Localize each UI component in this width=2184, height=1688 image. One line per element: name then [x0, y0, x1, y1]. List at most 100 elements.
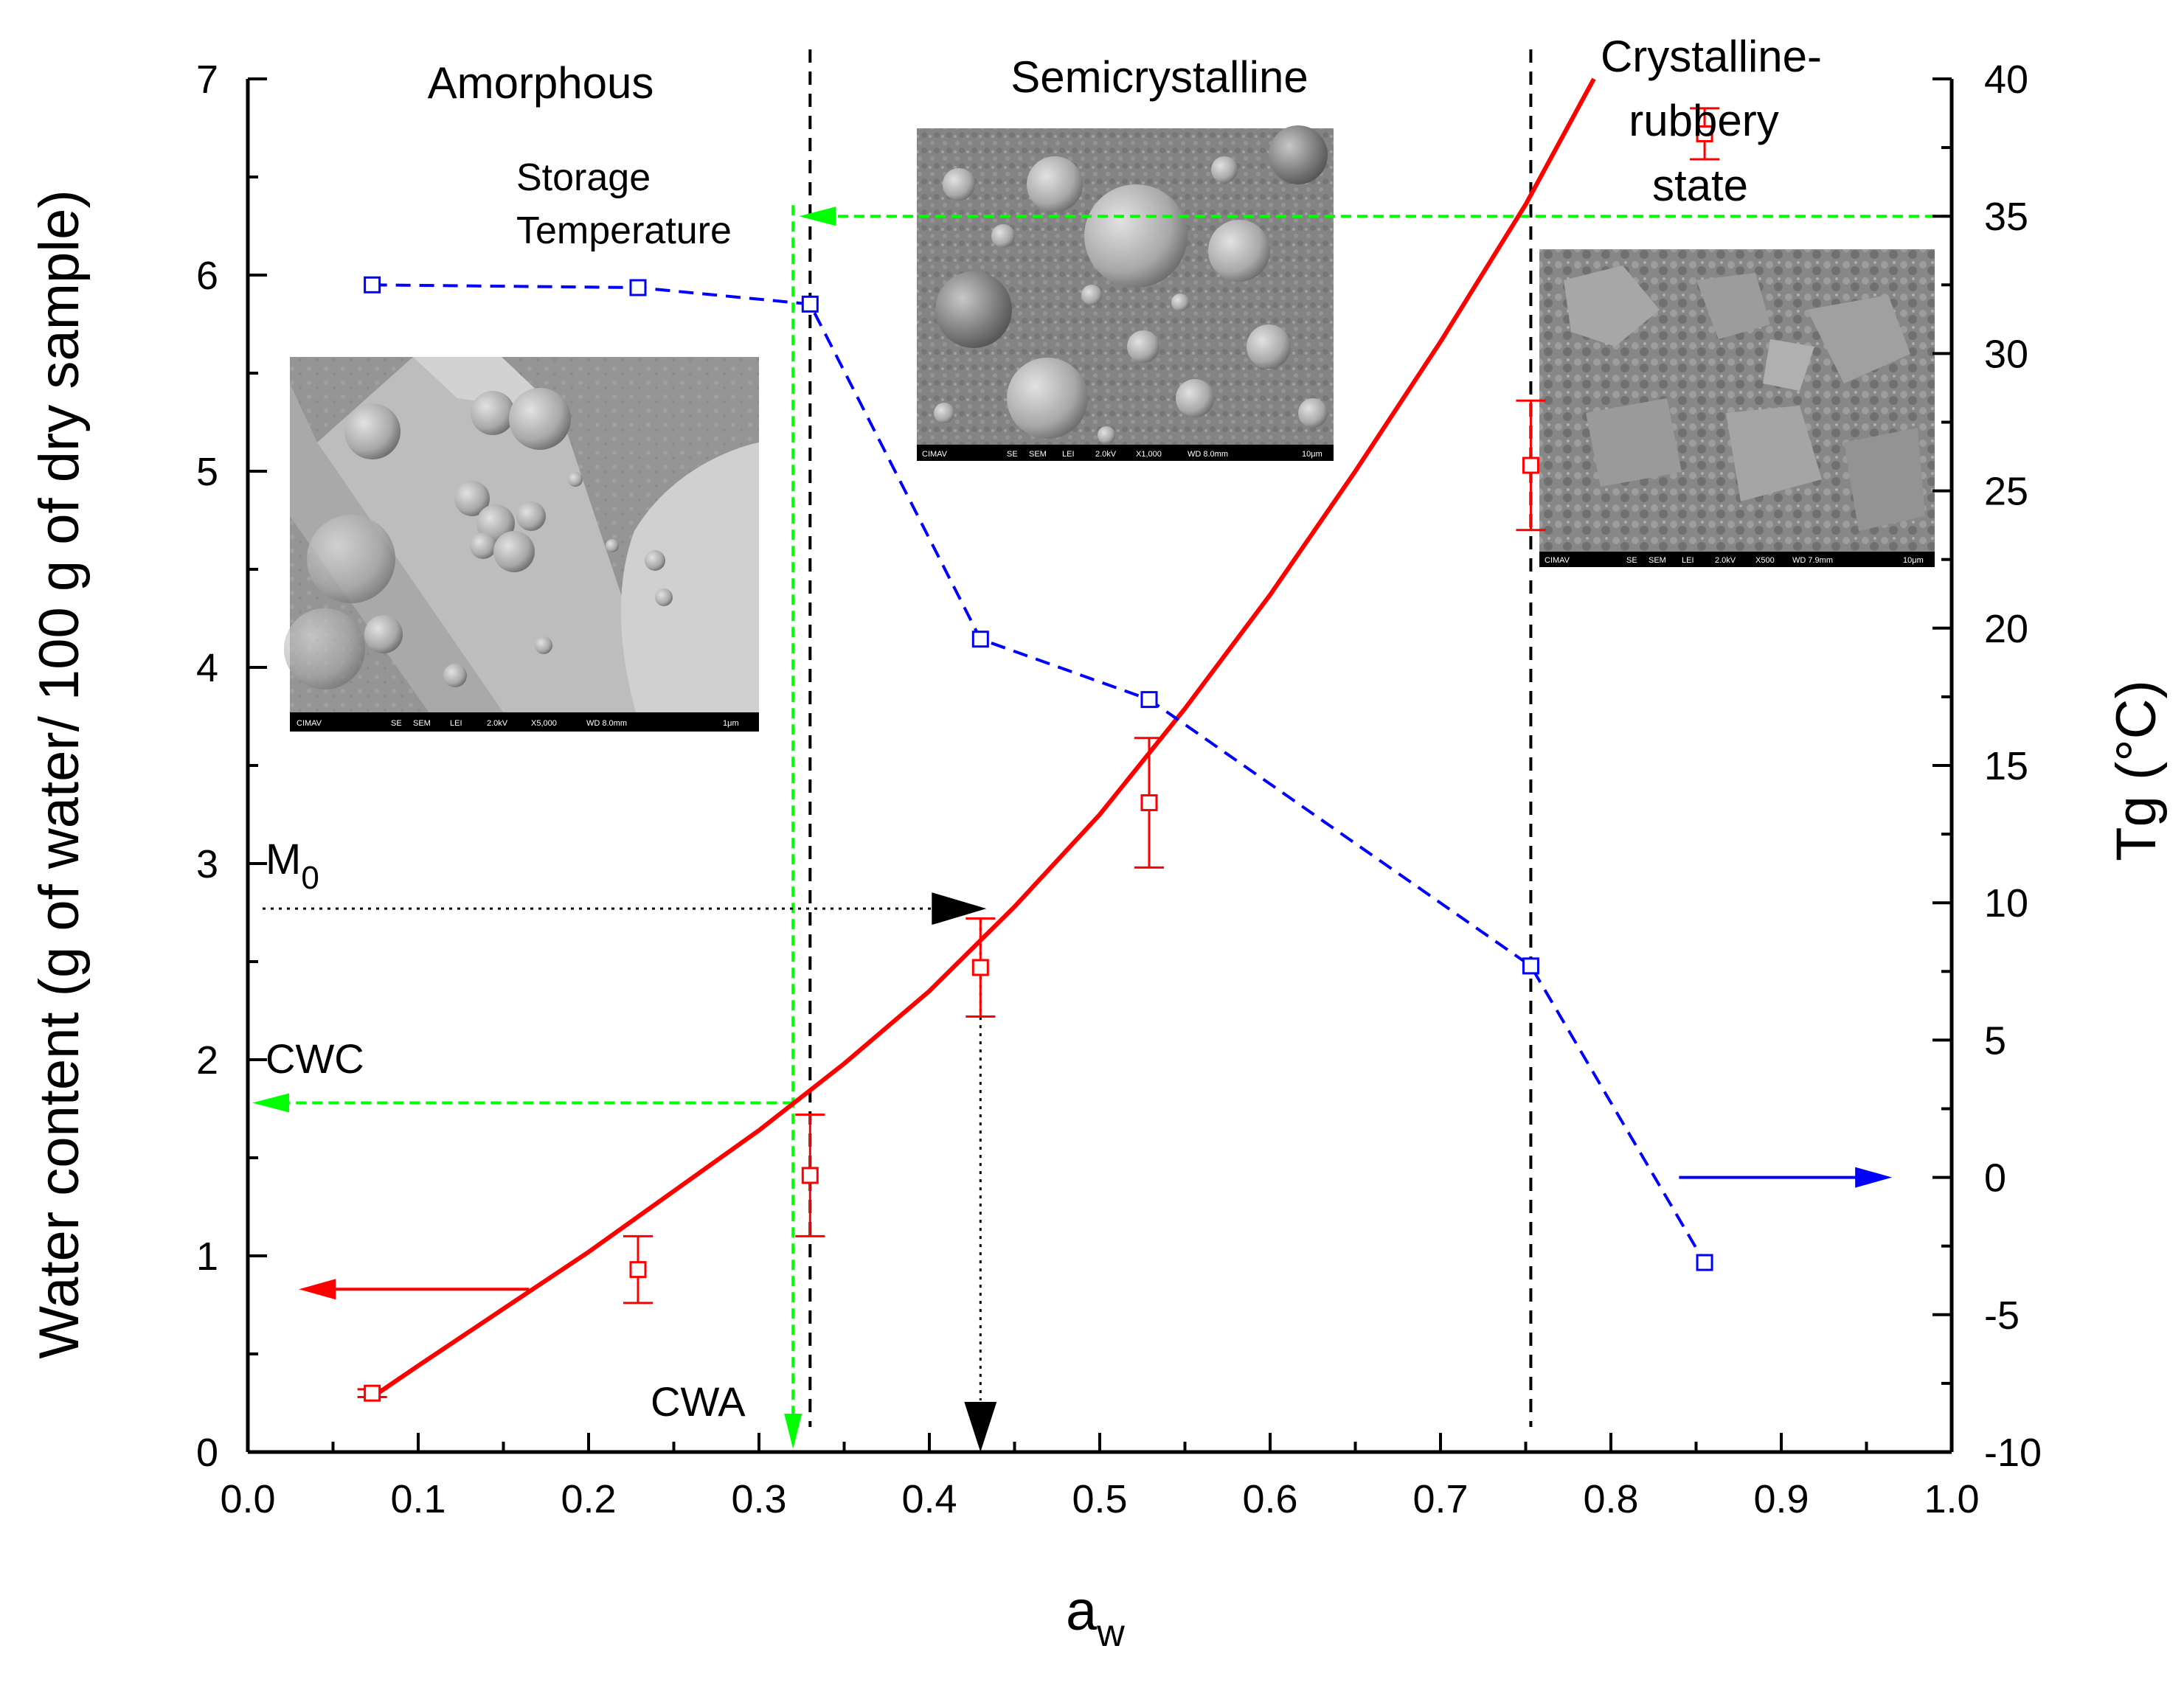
sem-caption-cryst-2: SEM	[1649, 556, 1666, 565]
storage-label-line2: Temperature	[516, 209, 732, 252]
y-right-tick-label: -5	[1984, 1293, 2020, 1338]
x-tick-label: 0.9	[1753, 1477, 1809, 1521]
y-right-tick-label: 25	[1984, 470, 2028, 514]
y-right-tick-label: 15	[1984, 744, 2028, 788]
sem-caption-semi-3: LEI	[1062, 450, 1075, 459]
y-left-tick-label: 0	[196, 1431, 218, 1475]
x-tick-label: 0.7	[1412, 1477, 1468, 1521]
moisture-point	[1522, 456, 1539, 474]
x-tick-label: 0.6	[1242, 1477, 1297, 1521]
tg-point	[1696, 1254, 1713, 1271]
moisture-fit-layer	[370, 77, 1596, 1399]
x-tick-label: 0.4	[901, 1477, 957, 1521]
x-tick-label: 0.0	[220, 1477, 275, 1521]
x-tick-label: 0.5	[1072, 1477, 1127, 1521]
moisture-point	[364, 1384, 381, 1402]
y-left-tick-label: 1	[196, 1234, 218, 1279]
y-left-tick-label: 5	[196, 450, 218, 494]
sem-caption-semi-1: SE	[1007, 450, 1018, 459]
sem-caption-cryst-1: SE	[1626, 556, 1637, 565]
region-label-state: state	[1652, 161, 1748, 210]
tg-layer	[364, 276, 1713, 1271]
cwc-arrowhead	[252, 1093, 289, 1113]
moisture-axis-arrowhead	[299, 1279, 336, 1300]
tg-point	[801, 295, 819, 313]
series-axis-arrows	[299, 1167, 1893, 1300]
moisture-point	[1140, 794, 1158, 812]
sem-caption-cryst-6: WD 7.9mm	[1792, 556, 1833, 565]
tg-point	[971, 631, 989, 648]
sem-caption-semi-6: WD 8.0mm	[1188, 450, 1228, 459]
tg-point	[364, 276, 381, 294]
y-right-tick-label: 0	[1984, 1156, 2006, 1201]
sem-caption-amorphous-7: 1μm	[723, 719, 739, 728]
moisture-points-layer	[357, 107, 1720, 1402]
cwa-arrowhead	[784, 1414, 802, 1449]
x-tick-label: 0.3	[731, 1477, 786, 1521]
moisture-point	[1696, 125, 1713, 142]
y-right-tick-label: 30	[1984, 332, 2028, 376]
sem-image-semicrystalline: CIMAV SE SEM LEI 2.0kV X1,000 WD 8.0mm 1…	[917, 125, 1334, 461]
y-right-axis-title: Tg (°C)	[2105, 680, 2168, 861]
tg-point	[1140, 691, 1158, 709]
x-tick-label: 0.1	[390, 1477, 446, 1521]
sem-caption-amorphous-1: SE	[391, 719, 402, 728]
x-tick-label: 0.8	[1583, 1477, 1638, 1521]
y-left-tick-label: 2	[196, 1038, 218, 1083]
cwa-label: CWA	[651, 1378, 746, 1425]
m0-drop-arrowhead	[964, 1402, 997, 1452]
sem-caption-cryst-3: LEI	[1682, 556, 1694, 565]
cwc-label: CWC	[266, 1035, 364, 1082]
sem-caption-semi-2: SEM	[1029, 450, 1047, 459]
sem-caption-semi-5: X1,000	[1136, 450, 1162, 459]
phase-boundaries	[808, 49, 1533, 1427]
sem-caption-amorphous-6: WD 8.0mm	[586, 719, 627, 728]
axis-ticks: 0.0 0.1 0.2 0.3 0.4 0.5 0.6 0.7 0.8 0.9 1.0 0 1 2 3 4 5 6…	[196, 58, 2042, 1521]
sem-caption-amorphous-5: X5,000	[531, 719, 557, 728]
sem-caption-amorphous-2: SEM	[413, 719, 431, 728]
moisture-point	[801, 1167, 819, 1184]
region-label-semicrystalline: Semicrystalline	[1010, 52, 1308, 102]
moisture-point	[629, 1261, 647, 1279]
sem-caption-cryst-5: X500	[1755, 556, 1775, 565]
y-left-tick-label: 7	[196, 58, 218, 102]
sem-caption-semi-0: CIMAV	[922, 450, 948, 459]
sem-caption-cryst-4: 2.0kV	[1715, 556, 1736, 565]
region-label-crystalline: Crystalline-	[1601, 32, 1822, 81]
storage-label-line1: Storage	[516, 156, 651, 199]
x-tick-label: 1.0	[1924, 1477, 1979, 1521]
y-right-tick-label: 40	[1984, 58, 2028, 102]
sem-caption-amorphous-3: LEI	[450, 719, 462, 728]
region-label-rubbery: rubbery	[1629, 96, 1778, 145]
sem-image-crystalline: CIMAV SE SEM LEI 2.0kV X500 WD 7.9mm 10μ…	[1539, 249, 1935, 567]
guide-lines	[252, 205, 1952, 1452]
y-right-tick-label: -10	[1984, 1431, 2042, 1475]
sem-caption-cryst-0: CIMAV	[1545, 556, 1570, 565]
sem-caption-semi-4: 2.0kV	[1095, 450, 1117, 459]
x-axis-title: aw	[1066, 1580, 1125, 1655]
y-right-tick-label: 35	[1984, 195, 2028, 239]
y-right-tick-label: 20	[1984, 607, 2028, 651]
y-right-tick-label: 5	[1984, 1018, 2006, 1063]
sem-caption-cryst-7: 10μm	[1903, 556, 1924, 565]
y-left-tick-label: 3	[196, 842, 218, 886]
m0-arrowhead	[932, 892, 987, 925]
m0-label: M0	[266, 836, 319, 896]
tg-axis-arrowhead	[1855, 1167, 1893, 1188]
x-tick-label: 0.2	[561, 1477, 616, 1521]
moisture-fit-curve	[370, 77, 1596, 1399]
sem-caption-semi-7: 10μm	[1302, 450, 1322, 459]
sem-caption-amorphous-4: 2.0kV	[487, 719, 508, 728]
tg-point	[629, 279, 647, 296]
tg-point	[1522, 957, 1539, 975]
y-left-tick-label: 4	[196, 646, 218, 690]
moisture-point	[971, 959, 989, 976]
region-label-amorphous: Amorphous	[428, 58, 654, 108]
y-left-tick-label: 6	[196, 254, 218, 298]
y-right-tick-label: 10	[1984, 881, 2028, 925]
storage-temp-arrowhead	[799, 206, 836, 226]
sem-caption-amorphous-0: CIMAV	[297, 719, 322, 728]
y-left-axis-title: Water content (g of water/ 100 g of dry …	[28, 190, 91, 1358]
sem-image-amorphous: CIMAV SE SEM LEI 2.0kV X5,000 WD 8.0mm 1…	[284, 357, 759, 732]
